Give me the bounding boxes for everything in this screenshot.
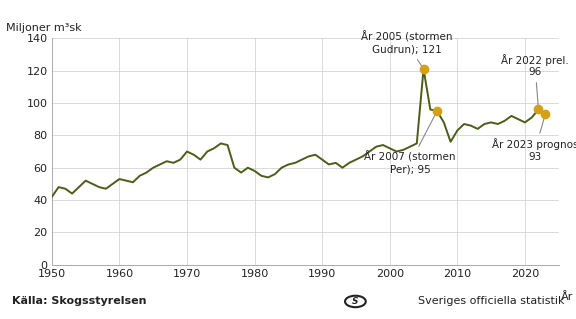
Text: S: S	[352, 297, 359, 306]
Text: År 2007 (stormen
Per); 95: År 2007 (stormen Per); 95	[364, 114, 456, 174]
Text: Sveriges officiella statistik: Sveriges officiella statistik	[418, 296, 564, 306]
Text: Källa: Skogsstyrelsen: Källa: Skogsstyrelsen	[12, 296, 146, 306]
Text: Miljoner m³sk: Miljoner m³sk	[6, 24, 81, 33]
Text: År 2023 prognos
93: År 2023 prognos 93	[492, 117, 576, 162]
Text: År: År	[561, 292, 573, 302]
Text: År 2022 prel.
96: År 2022 prel. 96	[501, 54, 569, 107]
Text: År 2005 (stormen
Gudrun); 121: År 2005 (stormen Gudrun); 121	[361, 32, 452, 67]
